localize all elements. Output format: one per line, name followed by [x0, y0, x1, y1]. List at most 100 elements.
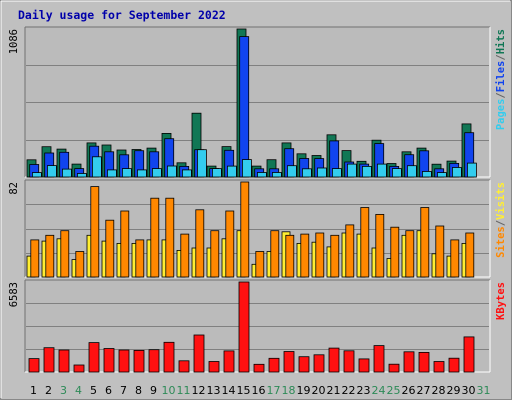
bar-kbytes-day-1 — [28, 358, 40, 373]
x-tick-label: 6 — [105, 384, 112, 397]
bars — [26, 28, 477, 178]
bar-sites-day-13 — [210, 230, 220, 278]
bar-kbytes-day-24 — [373, 345, 385, 373]
x-tick-label: 10 — [162, 384, 176, 397]
x-tick-label: 5 — [90, 384, 97, 397]
bar-pages-day-26 — [406, 165, 417, 178]
bar-kbytes-day-23 — [358, 358, 370, 373]
bar-pages-day-10 — [166, 165, 177, 178]
x-tick-label: 2 — [45, 384, 52, 397]
bar-pages-day-20 — [316, 167, 327, 178]
legend-entry: KBytes — [495, 282, 507, 320]
panel-legend: Sites/Visits — [495, 182, 507, 258]
bar-kbytes-day-18 — [283, 351, 295, 373]
bar-kbytes-day-4 — [73, 364, 85, 373]
legend-entry: Visits — [495, 182, 507, 220]
bar-kbytes-day-6 — [103, 348, 115, 373]
x-tick-label: 17 — [267, 384, 281, 397]
bar-kbytes-day-14 — [223, 350, 235, 373]
bar-pages-day-14 — [226, 165, 237, 178]
chart-title: Daily usage for September 2022 — [18, 8, 226, 22]
bar-pages-day-2 — [47, 165, 57, 178]
bar-kbytes-day-28 — [433, 361, 445, 373]
bar-sites-day-29 — [450, 239, 460, 278]
bar-kbytes-day-8 — [133, 349, 145, 373]
bar-files-day-15 — [239, 36, 250, 178]
bar-pages-day-21 — [331, 168, 342, 178]
bars — [26, 181, 475, 278]
bar-sites-day-26 — [405, 230, 415, 278]
bar-pages-day-30 — [466, 162, 477, 178]
bar-sites-day-25 — [390, 226, 400, 278]
y-max-label: 1086 — [8, 29, 20, 54]
bar-pages-day-3 — [62, 168, 72, 178]
x-tick-label: 27 — [417, 384, 431, 397]
x-axis-day-labels: 1 2 3 4 5 6 7 8 9 10 11 12 13 14 15 16 17 18 19 20 21 22 23 24 2… — [30, 384, 491, 397]
x-tick-label: 18 — [282, 384, 296, 397]
bar-sites-day-3 — [60, 230, 70, 278]
bar-pages-day-6 — [107, 169, 117, 178]
bar-sites-day-15 — [240, 181, 250, 278]
bar-pages-day-5 — [92, 156, 102, 178]
bar-pages-day-7 — [122, 168, 132, 178]
y-max-label: 6583 — [8, 282, 20, 307]
x-tick-label: 26 — [402, 384, 416, 397]
x-tick-label: 23 — [357, 384, 371, 397]
x-tick-label: 7 — [120, 384, 127, 397]
bar-sites-day-11 — [180, 233, 190, 278]
bar-kbytes-day-2 — [43, 347, 55, 373]
bar-sites-day-16 — [255, 251, 265, 278]
bar-kbytes-day-12 — [193, 334, 205, 373]
bar-pages-day-22 — [346, 163, 357, 178]
bar-kbytes-day-5 — [88, 342, 100, 373]
bar-pages-day-1 — [32, 172, 42, 178]
x-tick-label: 3 — [60, 384, 67, 397]
x-tick-label: 19 — [297, 384, 311, 397]
legend-entry: Sites — [495, 226, 507, 258]
bar-kbytes-day-26 — [403, 351, 415, 373]
bar-kbytes-day-27 — [418, 351, 430, 373]
legend-entry: / — [495, 220, 507, 226]
bar-sites-day-14 — [225, 210, 235, 278]
x-tick-label: 14 — [222, 384, 236, 397]
bar-pages-day-9 — [151, 168, 162, 178]
legend-entry: Hits — [495, 29, 507, 54]
x-tick-label: 30 — [462, 384, 476, 397]
bar-sites-day-23 — [360, 207, 370, 278]
x-tick-label: 15 — [237, 384, 251, 397]
legend-entry: Files — [495, 61, 507, 93]
bar-sites-day-20 — [315, 232, 325, 278]
bar-sites-day-10 — [165, 197, 175, 278]
bar-kbytes-day-22 — [343, 350, 355, 373]
panel-kbytes: 6583 KBytes — [8, 279, 507, 373]
bar-kbytes-day-30 — [463, 336, 475, 373]
bar-sites-day-17 — [270, 230, 280, 278]
x-tick-label: 29 — [447, 384, 461, 397]
bar-pages-day-17 — [271, 172, 282, 178]
bar-pages-day-8 — [136, 169, 147, 178]
bar-kbytes-day-13 — [208, 361, 220, 373]
bar-pages-day-15 — [241, 159, 252, 178]
bar-kbytes-day-17 — [268, 357, 280, 373]
bar-sites-day-27 — [420, 207, 430, 278]
bar-pages-day-18 — [286, 165, 297, 178]
bar-pages-day-11 — [181, 169, 192, 178]
bar-sites-day-6 — [105, 219, 115, 278]
x-tick-label: 20 — [312, 384, 326, 397]
bar-sites-day-24 — [375, 213, 385, 278]
bar-kbytes-day-7 — [118, 349, 130, 373]
x-tick-label: 25 — [387, 384, 401, 397]
y-max-label: 82 — [8, 182, 20, 195]
bar-sites-day-21 — [330, 234, 340, 278]
bar-pages-day-29 — [451, 167, 462, 178]
bar-pages-day-25 — [391, 168, 402, 178]
x-tick-label: 13 — [207, 384, 221, 397]
bar-pages-day-4 — [77, 173, 87, 178]
x-tick-label: 22 — [342, 384, 356, 397]
x-tick-label: 21 — [327, 384, 341, 397]
x-tick-label: 24 — [372, 384, 386, 397]
bar-sites-day-18 — [285, 234, 295, 278]
